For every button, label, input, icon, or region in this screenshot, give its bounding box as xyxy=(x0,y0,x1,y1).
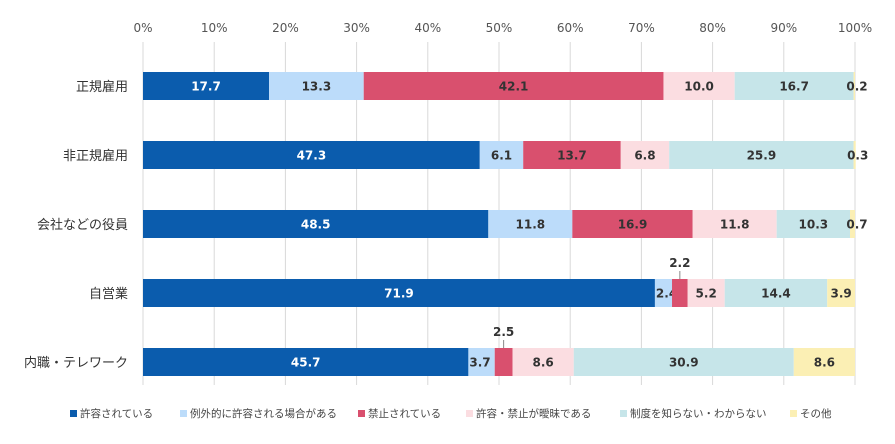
x-tick-label: 40% xyxy=(414,21,441,35)
legend-swatch xyxy=(180,410,187,417)
legend-swatch xyxy=(70,410,77,417)
data-label: 8.6 xyxy=(533,356,554,370)
data-label: 48.5 xyxy=(301,218,331,232)
data-label: 25.9 xyxy=(747,149,777,163)
bar-segment xyxy=(734,72,854,100)
data-label: 11.8 xyxy=(516,218,546,232)
x-tick-label: 0% xyxy=(133,21,152,35)
data-label: 0.7 xyxy=(846,218,867,232)
bar-segment xyxy=(143,279,655,307)
x-tick-label: 70% xyxy=(628,21,655,35)
data-label: 42.1 xyxy=(499,80,529,94)
bar-segment xyxy=(669,141,854,169)
legend-label: 例外的に許容される場合がある xyxy=(190,407,337,420)
bar-segment xyxy=(143,348,469,376)
legend-label: その他 xyxy=(800,407,832,420)
x-tick-label: 20% xyxy=(272,21,299,35)
bar-segment xyxy=(363,72,664,100)
bar-segment xyxy=(494,348,513,376)
bar-segment xyxy=(724,279,828,307)
x-tick-label: 90% xyxy=(770,21,797,35)
data-label: 5.2 xyxy=(696,287,717,301)
legend-swatch xyxy=(790,410,797,417)
data-label: 45.7 xyxy=(291,356,321,370)
data-label: 71.9 xyxy=(384,287,414,301)
x-tick-label: 60% xyxy=(557,21,584,35)
data-label: 14.4 xyxy=(761,287,791,301)
category-label: 会社などの役員 xyxy=(37,217,128,233)
bar-segment xyxy=(572,210,693,238)
data-label: 0.2 xyxy=(846,80,867,94)
x-tick-label: 50% xyxy=(486,21,513,35)
data-label: 16.7 xyxy=(779,80,809,94)
bar-segment xyxy=(672,279,688,307)
bar-segment xyxy=(654,279,673,307)
bar-segment xyxy=(269,72,364,100)
data-label: 2.2 xyxy=(669,256,690,270)
bar-segment xyxy=(523,141,621,169)
legend-label: 許容・禁止が曖昧である xyxy=(476,407,591,420)
data-label: 11.8 xyxy=(720,218,750,232)
category-label: 正規雇用 xyxy=(76,79,128,95)
data-label: 17.7 xyxy=(191,80,221,94)
data-label: 10.0 xyxy=(684,80,714,94)
data-label: 16.9 xyxy=(618,218,648,232)
category-label: 内職・テレワーク xyxy=(24,355,128,371)
bar-segment xyxy=(663,72,735,100)
bar-segment xyxy=(793,348,855,376)
bar-segment xyxy=(853,141,856,169)
legend-label: 禁止されている xyxy=(368,408,441,420)
legend-label: 許容されている xyxy=(80,407,153,420)
data-label: 10.3 xyxy=(799,218,829,232)
data-label: 2.5 xyxy=(493,325,514,339)
data-label: 8.6 xyxy=(814,356,835,370)
bar-segment xyxy=(853,72,855,100)
bar-segment xyxy=(850,210,855,238)
data-label: 47.3 xyxy=(297,149,327,163)
data-label: 2.4 xyxy=(656,287,677,301)
data-label: 3.7 xyxy=(469,356,490,370)
bar-segment xyxy=(512,348,574,376)
bar-segment xyxy=(143,210,489,238)
bar-segment xyxy=(692,210,777,238)
data-label: 13.3 xyxy=(302,80,332,94)
bar-segment xyxy=(143,72,270,100)
bar-segment xyxy=(620,141,670,169)
data-label: 6.1 xyxy=(491,149,512,163)
category-label: 非正規雇用 xyxy=(63,148,128,164)
legend-swatch xyxy=(466,410,473,417)
bar-segment xyxy=(143,141,480,169)
data-label: 6.8 xyxy=(634,149,655,163)
bar-segment xyxy=(468,348,495,376)
x-tick-label: 30% xyxy=(343,21,370,35)
category-label: 自営業 xyxy=(89,286,128,302)
legend-swatch xyxy=(358,410,365,417)
data-label: 3.9 xyxy=(830,287,851,301)
legend-swatch xyxy=(620,410,627,417)
bar-segment xyxy=(573,348,794,376)
bar-segment xyxy=(488,210,573,238)
data-label: 0.3 xyxy=(847,149,868,163)
legend-label: 制度を知らない・わからない xyxy=(630,407,767,420)
data-label: 13.7 xyxy=(557,149,587,163)
bar-segment xyxy=(827,279,855,307)
x-tick-label: 100% xyxy=(838,21,872,35)
x-tick-label: 80% xyxy=(699,21,726,35)
bar-segment xyxy=(687,279,725,307)
bar-segment xyxy=(776,210,851,238)
x-tick-label: 10% xyxy=(201,21,228,35)
bar-segment xyxy=(479,141,524,169)
data-label: 30.9 xyxy=(669,356,699,370)
